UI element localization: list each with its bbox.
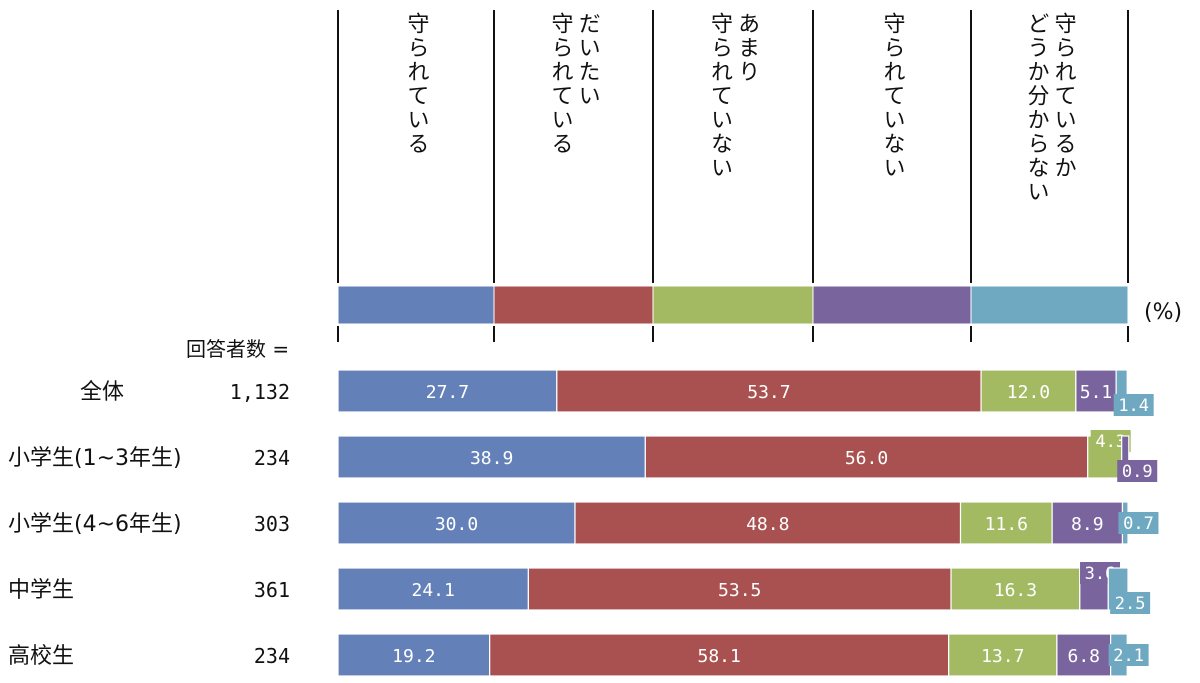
legend-header-3: 守られていない xyxy=(813,12,971,262)
data-label: 4.3 xyxy=(1095,432,1126,452)
unit-label: (%) xyxy=(1144,300,1183,325)
legend-swatch-2 xyxy=(652,285,814,325)
row-label: 小学生(4~6年生) xyxy=(8,512,182,537)
bar-segment xyxy=(980,369,1077,413)
legend-label: 守られている xyxy=(403,12,429,156)
data-label: 0.9 xyxy=(1122,462,1153,482)
bar-segment xyxy=(337,567,529,611)
data-label: 1.4 xyxy=(1118,396,1149,416)
row-label: 全体 xyxy=(80,380,124,405)
bar-segment xyxy=(959,501,1053,545)
data-label: 16.3 xyxy=(994,580,1037,601)
row-label: 高校生 xyxy=(8,644,74,669)
data-label: 6.8 xyxy=(1068,646,1101,667)
legend-swatch-3 xyxy=(812,285,972,325)
legend-label: どうか分からない xyxy=(1023,12,1049,204)
bar-segment xyxy=(337,501,576,545)
data-label: 48.8 xyxy=(746,514,789,535)
legend-label: だいたい xyxy=(574,12,600,108)
data-label: 30.0 xyxy=(435,514,478,535)
legend-header-2: あまり 守られていない xyxy=(653,12,813,262)
data-label: 27.7 xyxy=(426,382,469,403)
data-label: 12.0 xyxy=(1007,382,1050,403)
legend-swatch-4 xyxy=(970,285,1129,325)
legend-label: 守られていない xyxy=(707,12,732,180)
data-label-box xyxy=(1118,512,1159,534)
legend-swatch-0 xyxy=(337,285,495,325)
data-label-box xyxy=(1090,430,1131,452)
bar-segment xyxy=(556,369,982,413)
data-label: 11.6 xyxy=(985,514,1028,535)
bar-segment xyxy=(527,567,952,611)
row-count: 234 xyxy=(254,446,290,470)
legend-header-1: だいたい 守られている xyxy=(494,12,653,262)
data-label: 19.2 xyxy=(392,646,435,667)
data-label: 0.7 xyxy=(1123,514,1154,534)
data-label: 2.5 xyxy=(1115,594,1146,614)
legend-swatch-1 xyxy=(493,285,654,325)
row-count: 303 xyxy=(254,512,290,536)
row-count: 1,132 xyxy=(230,380,290,404)
legend-label: 守られている xyxy=(547,12,573,156)
bar-segment xyxy=(1056,633,1112,677)
data-label: 2.1 xyxy=(1113,646,1144,666)
data-label: 5.1 xyxy=(1080,382,1113,403)
bar-segment xyxy=(337,633,491,677)
legend-label: 守られているか xyxy=(1050,12,1076,180)
data-label-box xyxy=(1117,460,1158,482)
row-label: 小学生(1~3年生) xyxy=(8,446,182,471)
data-label-box xyxy=(1113,394,1154,416)
legend-label: あまり xyxy=(734,12,760,84)
bar-segment xyxy=(574,501,962,545)
data-label: 56.0 xyxy=(845,448,888,469)
row-count: 234 xyxy=(254,644,290,668)
data-label: 58.1 xyxy=(697,646,740,667)
legend-header-4: 守られているか どうか分からない xyxy=(971,12,1128,262)
legend-label: 守られていない xyxy=(879,12,905,180)
data-label: 53.5 xyxy=(718,580,761,601)
data-label: 13.7 xyxy=(981,646,1024,667)
bar-segment xyxy=(337,369,558,413)
bar-segment xyxy=(950,567,1081,611)
data-label: 38.9 xyxy=(470,448,513,469)
bar-segment xyxy=(489,633,950,677)
data-label-box xyxy=(1108,644,1149,666)
data-label: 53.7 xyxy=(747,382,790,403)
row-label: 中学生 xyxy=(8,578,74,603)
row-count: 361 xyxy=(254,578,290,602)
bar-segment xyxy=(948,633,1058,677)
data-label: 24.1 xyxy=(412,580,455,601)
respondents-label: 回答者数 = xyxy=(186,337,290,361)
data-label: 8.9 xyxy=(1071,514,1104,535)
legend-header-0: 守られている xyxy=(338,12,494,262)
data-label-box xyxy=(1110,592,1151,614)
bar-segment xyxy=(337,435,646,479)
